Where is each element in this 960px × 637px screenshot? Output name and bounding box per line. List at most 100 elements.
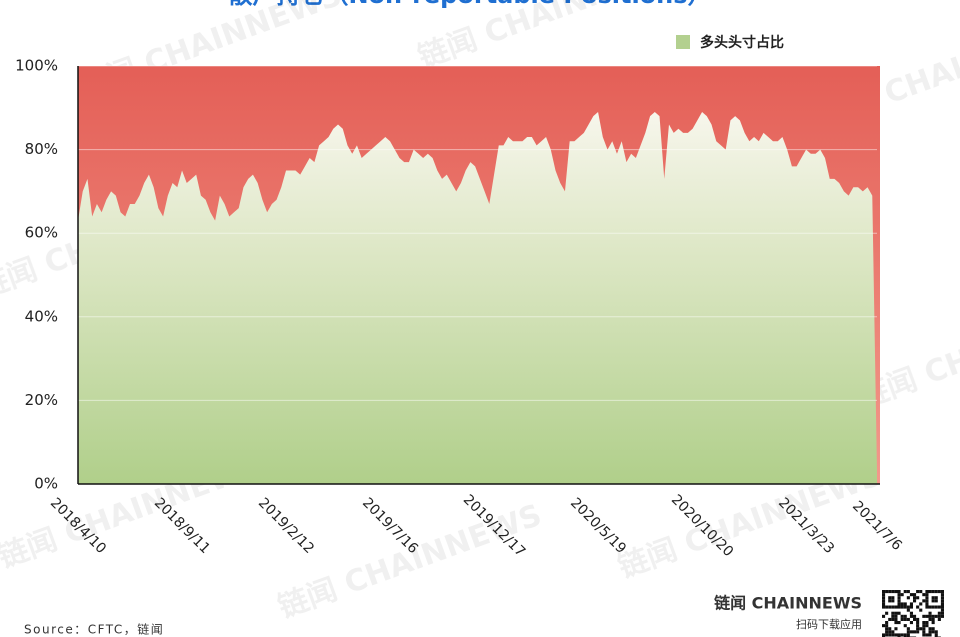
qr-cell <box>922 624 926 628</box>
qr-cell <box>928 617 932 621</box>
qr-cell <box>900 614 904 618</box>
qr-cell <box>897 596 901 600</box>
qr-cell <box>922 633 926 637</box>
qr-cell <box>885 624 889 628</box>
qr-cell <box>922 614 926 618</box>
brand-caption: 扫码下载应用 <box>796 617 862 631</box>
qr-cell <box>891 630 895 634</box>
qr-cell <box>916 605 920 609</box>
qr-cell <box>882 605 886 609</box>
qr-cell <box>934 630 938 634</box>
y-tick-label: 0% <box>34 475 58 493</box>
qr-cell <box>940 605 944 609</box>
qr-cell <box>897 605 901 609</box>
qr-cell <box>934 590 938 594</box>
watermark: 链闻 CHAINNEWS <box>274 498 547 626</box>
qr-cell <box>894 627 898 631</box>
qr-cell <box>931 630 935 634</box>
qr-cell <box>913 593 917 597</box>
qr-cell <box>913 599 917 603</box>
qr-cell <box>916 624 920 628</box>
qr-cell <box>940 611 944 615</box>
qr-cell <box>925 596 929 600</box>
qr-cell <box>894 614 898 618</box>
qr-cell <box>906 633 910 637</box>
qr-cell <box>919 602 923 606</box>
qr-cell <box>897 593 901 597</box>
qr-cell <box>897 590 901 594</box>
qr-cell <box>888 630 892 634</box>
qr-cell <box>900 602 904 606</box>
qr-cell <box>888 617 892 621</box>
qr-cell <box>900 617 904 621</box>
qr-cell <box>937 614 941 618</box>
qr-cell <box>928 605 932 609</box>
watermark: 链闻 CHAINNEWS <box>414 0 687 76</box>
qr-code <box>882 590 944 637</box>
qr-cell <box>925 590 929 594</box>
qr-cell <box>934 605 938 609</box>
qr-cell <box>940 602 944 606</box>
qr-cell <box>928 630 932 634</box>
y-tick-label: 80% <box>25 140 58 158</box>
qr-cell <box>940 596 944 600</box>
qr-cell <box>940 599 944 603</box>
qr-cell <box>891 596 895 600</box>
qr-cell <box>900 605 904 609</box>
qr-cell <box>888 633 892 637</box>
qr-cell <box>916 621 920 625</box>
qr-cell <box>882 602 886 606</box>
qr-cell <box>903 590 907 594</box>
qr-cell <box>909 621 913 625</box>
qr-cell <box>937 611 941 615</box>
qr-cell <box>891 590 895 594</box>
qr-cell <box>931 614 935 618</box>
qr-cell <box>916 627 920 631</box>
qr-cell <box>882 593 886 597</box>
qr-cell <box>894 617 898 621</box>
qr-cell <box>925 599 929 603</box>
qr-cell <box>894 611 898 615</box>
qr-cell <box>931 617 935 621</box>
qr-cell <box>885 630 889 634</box>
qr-cell <box>922 627 926 631</box>
qr-cell <box>885 627 889 631</box>
qr-cell <box>925 624 929 628</box>
qr-cell <box>928 590 932 594</box>
qr-cell <box>925 605 929 609</box>
qr-cell <box>906 590 910 594</box>
qr-cell <box>888 590 892 594</box>
qr-cell <box>931 599 935 603</box>
qr-cell <box>888 599 892 603</box>
qr-cell <box>882 633 886 637</box>
qr-cell <box>919 627 923 631</box>
qr-cell <box>919 608 923 612</box>
legend-label: 多头头寸占比 <box>700 34 784 51</box>
qr-cell <box>925 614 929 618</box>
qr-cell <box>885 611 889 615</box>
qr-cell <box>906 608 910 612</box>
qr-cell <box>891 633 895 637</box>
qr-cell <box>925 621 929 625</box>
qr-cell <box>940 614 944 618</box>
qr-cell <box>940 593 944 597</box>
y-tick-label: 100% <box>15 57 58 75</box>
qr-cell <box>897 633 901 637</box>
y-tick-label: 40% <box>25 307 58 325</box>
x-tick-label: 2021/7/6 <box>849 498 905 554</box>
qr-cell <box>909 593 913 597</box>
qr-cell <box>909 605 913 609</box>
qr-cell <box>897 602 901 606</box>
qr-cell <box>916 590 920 594</box>
qr-cell <box>931 621 935 625</box>
qr-cell <box>897 621 901 625</box>
qr-cell <box>922 593 926 597</box>
qr-cell <box>913 614 917 618</box>
qr-cell <box>925 633 929 637</box>
qr-cell <box>906 627 910 631</box>
qr-cell <box>931 596 935 600</box>
qr-cell <box>903 624 907 628</box>
chart-title: 散户持仓（Non-reportable Positions） <box>228 0 711 9</box>
area <box>78 111 877 484</box>
